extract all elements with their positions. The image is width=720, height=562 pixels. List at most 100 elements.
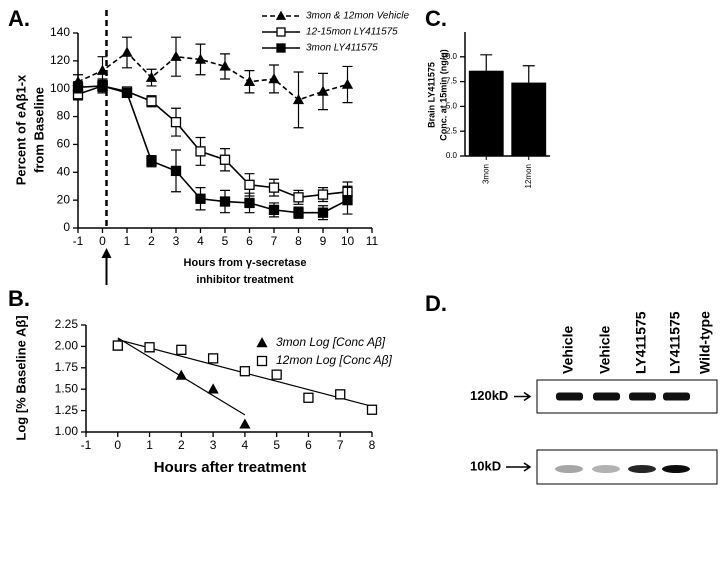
data-point bbox=[144, 342, 155, 353]
panel-label: A. bbox=[8, 6, 30, 31]
legend-marker bbox=[275, 10, 287, 20]
x-tick-label: 11 bbox=[366, 234, 379, 248]
y-axis-label: Brain LY411575 bbox=[426, 62, 436, 128]
legend-marker bbox=[256, 355, 268, 367]
data-point bbox=[121, 87, 133, 99]
lane-label: LY411575 bbox=[667, 311, 683, 374]
error-bar bbox=[522, 65, 535, 83]
y-tick-label: 1.75 bbox=[55, 360, 79, 374]
band bbox=[592, 465, 620, 473]
lane-label: LY411575 bbox=[633, 311, 649, 374]
y-tick-label: 60 bbox=[57, 137, 71, 151]
data-point bbox=[268, 204, 280, 216]
band bbox=[628, 465, 656, 473]
bar bbox=[511, 82, 547, 156]
data-point bbox=[244, 179, 255, 190]
panel-label: C. bbox=[425, 6, 447, 31]
data-point bbox=[335, 389, 346, 400]
data-point bbox=[170, 116, 182, 128]
x-tick-label: -1 bbox=[81, 438, 92, 452]
panel-label: D. bbox=[425, 291, 447, 316]
legend-marker bbox=[276, 27, 286, 37]
panel-label: B. bbox=[8, 286, 30, 311]
x-tick-label: 4 bbox=[197, 234, 204, 248]
y-tick-label: 20 bbox=[57, 192, 71, 206]
y-tick-label: 0 bbox=[63, 220, 70, 234]
row-label: 10kD bbox=[470, 458, 501, 473]
band bbox=[555, 465, 583, 473]
legend-marker bbox=[256, 337, 268, 348]
data-point bbox=[244, 197, 255, 209]
row-label: 120kD bbox=[470, 388, 508, 403]
x-tick-label: 6 bbox=[246, 234, 253, 248]
data-point bbox=[207, 353, 219, 364]
data-point bbox=[219, 60, 231, 71]
data-point bbox=[303, 392, 314, 403]
data-point bbox=[292, 94, 305, 105]
band bbox=[663, 392, 690, 401]
data-point bbox=[219, 154, 231, 165]
data-point bbox=[170, 165, 182, 177]
data-point bbox=[121, 46, 133, 57]
y-tick-label: 2.00 bbox=[55, 339, 79, 353]
legend-label: 12-15mon LY411575 bbox=[306, 27, 398, 38]
x-tick-label: 5 bbox=[222, 234, 229, 248]
legend-marker bbox=[276, 43, 286, 53]
data-point bbox=[317, 207, 329, 218]
x-tick-label: 4 bbox=[242, 438, 249, 452]
data-point bbox=[146, 155, 157, 167]
lane-label: Vehicle bbox=[597, 326, 613, 374]
data-point bbox=[195, 146, 206, 157]
x-tick-label: 9 bbox=[320, 234, 327, 248]
data-point bbox=[96, 64, 109, 75]
data-point bbox=[293, 192, 304, 203]
y-axis-label: Conc. at 15min (ng/g) bbox=[438, 49, 448, 141]
x-tick-label: 2 bbox=[148, 234, 155, 248]
row-arrow bbox=[506, 462, 532, 472]
y-tick-label: 80 bbox=[57, 109, 71, 123]
data-point bbox=[112, 340, 123, 351]
y-tick-label: 2.5 bbox=[446, 126, 458, 135]
series-line bbox=[77, 85, 348, 214]
data-point bbox=[243, 75, 256, 86]
data-point bbox=[317, 189, 329, 200]
x-tick-label: 8 bbox=[369, 438, 376, 452]
y-axis-label: from Baseline bbox=[31, 87, 46, 173]
data-point bbox=[97, 80, 108, 92]
y-tick-label: 1.50 bbox=[55, 381, 79, 395]
y-axis-label: Log [% Baseline Aβ] bbox=[13, 315, 28, 440]
y-tick-label: 0.0 bbox=[446, 151, 458, 160]
y-tick-label: 40 bbox=[57, 164, 71, 178]
data-point bbox=[170, 50, 182, 61]
y-tick-label: 5.0 bbox=[446, 102, 458, 111]
data-point bbox=[146, 96, 157, 107]
legend-label: 3mon & 12mon Vehicle bbox=[306, 11, 409, 22]
x-tick-label: 1 bbox=[146, 438, 153, 452]
data-point bbox=[176, 344, 187, 355]
x-tick-label: 12mon bbox=[524, 164, 533, 188]
treatment-arrowhead bbox=[101, 248, 112, 258]
data-point bbox=[239, 366, 251, 377]
x-tick-label: 3mon bbox=[481, 164, 490, 184]
x-tick-label: 6 bbox=[305, 438, 312, 452]
data-point bbox=[271, 369, 282, 380]
y-tick-label: 100 bbox=[50, 81, 70, 95]
legend-label: 3mon Log [Conc Aβ] bbox=[276, 335, 386, 349]
x-tick-label: 5 bbox=[273, 438, 280, 452]
data-point bbox=[145, 71, 158, 82]
data-point bbox=[239, 418, 251, 429]
band bbox=[662, 465, 690, 473]
x-tick-label: 10 bbox=[341, 234, 355, 248]
y-tick-label: 10.0 bbox=[441, 52, 457, 61]
data-point bbox=[175, 369, 187, 380]
legend-label: 3mon LY411575 bbox=[306, 43, 378, 54]
data-point bbox=[72, 82, 84, 93]
x-tick-label: 3 bbox=[210, 438, 217, 452]
y-tick-label: 140 bbox=[50, 25, 70, 39]
y-tick-label: 7.5 bbox=[446, 77, 458, 86]
band bbox=[556, 392, 583, 401]
x-tick-label: 0 bbox=[99, 234, 106, 248]
x-tick-label: 1 bbox=[124, 234, 131, 248]
series-line bbox=[77, 51, 348, 101]
